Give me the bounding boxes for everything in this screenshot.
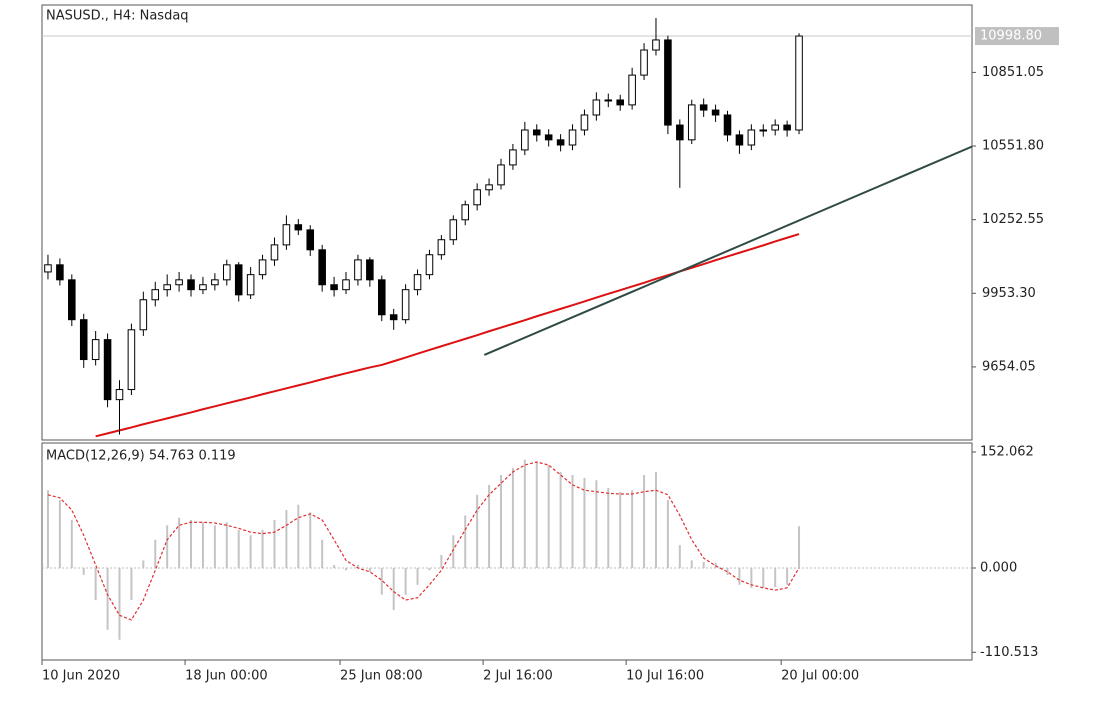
current-price-box	[975, 27, 1059, 46]
current-price-label: 10998.80	[980, 29, 1042, 44]
candle-body	[56, 264, 64, 281]
candle-body	[556, 139, 565, 146]
candle-body	[676, 124, 684, 141]
candle-body	[497, 164, 505, 186]
trend-line	[483, 145, 972, 356]
y-tick-label: 9953.30	[982, 286, 1036, 301]
candle-body	[413, 274, 422, 291]
candle-body	[79, 319, 88, 361]
moving-average	[95, 233, 800, 438]
x-tick-label: 2 Jul 16:00	[483, 669, 553, 684]
candle-body	[771, 124, 779, 131]
candle-body	[330, 284, 338, 291]
candle-body	[652, 39, 660, 51]
candle-body	[747, 129, 756, 146]
candle-body	[115, 389, 124, 401]
candle-body	[568, 129, 577, 146]
candle-body	[258, 259, 267, 276]
macd-plot	[42, 459, 972, 640]
x-tick-label: 10 Jul 16:00	[626, 669, 704, 684]
macd-title: MACD(12,26,9) 54.763 0.119	[46, 449, 236, 464]
candle-body	[318, 249, 326, 286]
x-tick-label: 20 Jul 00:00	[781, 669, 859, 684]
candle-body	[401, 289, 410, 321]
price-plot	[42, 18, 972, 438]
candle-body	[485, 184, 493, 191]
candle-body	[44, 264, 52, 273]
candle-body	[759, 129, 768, 132]
candle-body	[711, 109, 720, 116]
candle-body	[640, 49, 648, 76]
y-tick-label: 9654.05	[982, 359, 1036, 374]
candle-body	[211, 279, 219, 286]
candle-body	[223, 264, 231, 281]
candle-body	[294, 224, 303, 231]
candle-body	[664, 39, 672, 126]
candle-body	[532, 129, 541, 136]
candle-body	[449, 219, 458, 241]
candle-body	[616, 99, 624, 106]
candle-body	[723, 114, 732, 136]
candle-body	[735, 134, 744, 146]
macd-tick-label: -110.513	[980, 645, 1038, 660]
candle-body	[68, 279, 76, 321]
candle-body	[270, 244, 279, 261]
x-tick-label: 18 Jun 00:00	[185, 669, 268, 684]
macd-panel	[41, 442, 973, 661]
candle-body	[580, 114, 589, 131]
y-tick-label: 10252.55	[982, 212, 1044, 227]
candle-body	[103, 339, 112, 401]
price-panel	[41, 4, 973, 441]
candle-body	[139, 299, 148, 331]
candle-body	[699, 104, 708, 111]
candle-body	[163, 284, 171, 291]
y-tick-label: 10851.05	[982, 65, 1044, 80]
candle-body	[795, 35, 803, 131]
candle-body	[509, 149, 517, 166]
candle-body	[187, 279, 195, 291]
candle-body	[425, 254, 434, 276]
candle-body	[544, 134, 553, 141]
candle-body	[604, 99, 613, 102]
candle-body	[687, 104, 696, 141]
macd-tick-label: 152.062	[980, 445, 1034, 460]
candle-body	[91, 339, 100, 361]
candle-body	[282, 224, 291, 246]
x-tick-label: 10 Jun 2020	[42, 669, 120, 684]
candle-body	[473, 189, 481, 206]
candle-body	[437, 239, 446, 256]
candle-body	[127, 329, 136, 391]
chart-title: NASUSD., H4: Nasdaq	[46, 9, 189, 24]
candle-body	[783, 124, 791, 131]
y-tick-label: 10551.80	[982, 139, 1044, 154]
candle-body	[175, 279, 183, 286]
candle-body	[354, 259, 362, 281]
candle-body	[461, 204, 470, 221]
candle-body	[306, 229, 315, 251]
candle-body	[151, 289, 160, 301]
candle-body	[389, 314, 398, 321]
axes: 10851.05 10551.80 10252.55 9953.30 9654.05 10…	[41, 27, 1059, 684]
candle-body	[366, 259, 374, 281]
x-tick-label: 25 Jun 08:00	[340, 669, 423, 684]
macd-tick-label: 0.000	[980, 561, 1017, 576]
macd-signal	[47, 461, 800, 621]
candle-body	[521, 129, 529, 151]
candle-body	[592, 99, 601, 116]
candle-body	[628, 74, 636, 106]
candle-body	[234, 264, 243, 296]
candle-body	[199, 284, 207, 291]
candle-body	[246, 274, 255, 296]
candle-body	[377, 279, 386, 316]
candle-body	[342, 279, 350, 291]
